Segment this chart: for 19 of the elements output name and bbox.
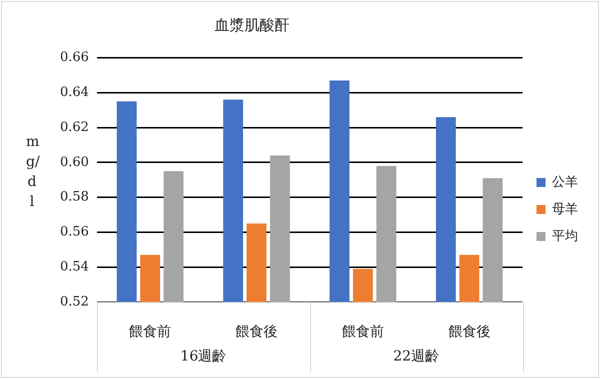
y-axis-title: mg/dl: [26, 133, 40, 212]
x-tick-label: 餵食後: [448, 324, 490, 340]
y-tick-label: 0.56: [60, 224, 89, 240]
y-tick-label: 0.52: [60, 294, 89, 310]
y-tick-label: 0.60: [60, 154, 89, 170]
text: 16週齡: [180, 348, 226, 365]
y-tick-label: 0.66: [60, 50, 89, 66]
legend-label: 公羊: [552, 174, 578, 190]
legend-label: 母羊: [552, 202, 578, 217]
x-tick-label: 餵食前: [129, 324, 172, 340]
y-tick-label: 0.58: [60, 190, 89, 205]
legend-label: 平均: [552, 228, 578, 244]
text: 22週齡: [393, 348, 440, 365]
x-tick-label: 餵食前: [342, 324, 384, 340]
y-tick-label: 0.62: [60, 120, 89, 135]
chart-title: 血漿肌酸酐: [214, 16, 290, 35]
y-tick-label: 0.64: [60, 85, 89, 100]
y-tick-label: 0.54: [60, 259, 89, 274]
x-tick-label: 餵食後: [236, 324, 278, 340]
